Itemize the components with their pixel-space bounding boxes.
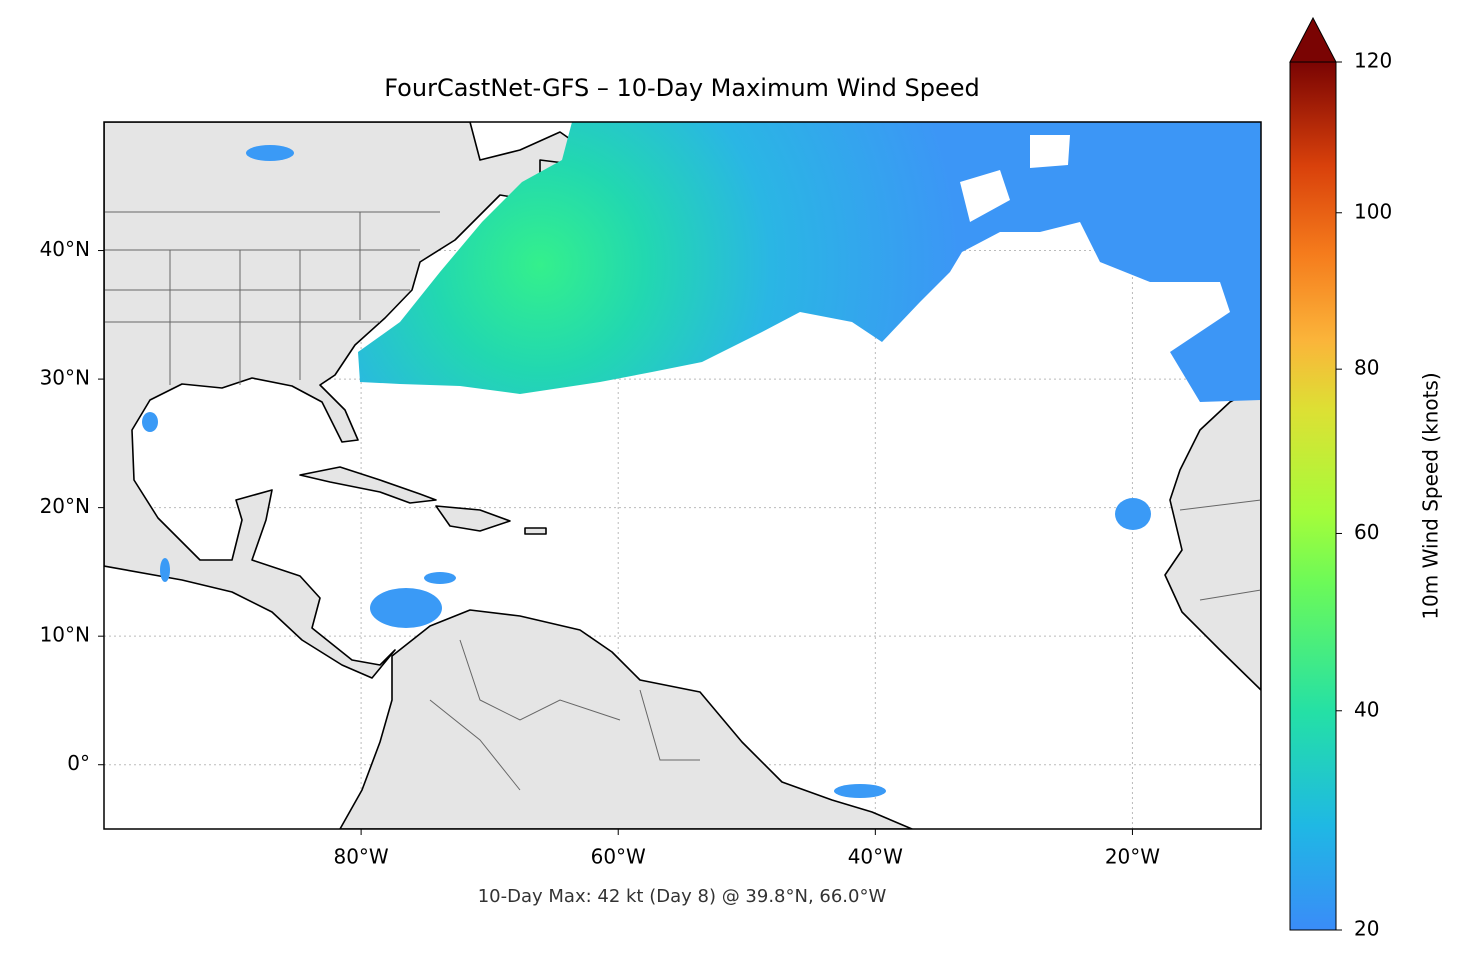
x-tick-label: 80°W (333, 845, 388, 869)
wind-blob (142, 412, 158, 432)
wind-blob (160, 558, 170, 582)
colorbar-label: 10m Wind Speed (knots) (1419, 372, 1443, 619)
y-tick-label: 0° (67, 751, 90, 775)
wind-gap (960, 135, 1070, 222)
wind-blob (246, 145, 294, 161)
y-tick-label: 20°N (40, 494, 90, 518)
annotation: 10-Day Max: 42 kt (Day 8) @ 39.8°N, 66.0… (478, 886, 887, 907)
x-tick-label: 60°W (591, 845, 646, 869)
colorbar-tick-label: 60 (1354, 520, 1379, 544)
colorbar-tick-label: 20 (1354, 917, 1379, 941)
colorbar-scale (1289, 61, 1337, 931)
land (104, 122, 601, 679)
colorbar: 20 40 60 80 100 120 10m Wind Speed (knots) (1289, 16, 1443, 941)
colorbar-tick-label: 120 (1354, 49, 1392, 73)
land (524, 527, 547, 535)
colorbar-tick-label: 80 (1354, 356, 1379, 380)
wind-blob (1115, 498, 1151, 530)
y-tick-label: 40°N (40, 237, 90, 261)
wind-blob (370, 588, 442, 628)
y-tick-label: 30°N (40, 366, 90, 390)
borders (104, 211, 1261, 791)
wind-field (358, 122, 1261, 402)
map (104, 122, 1261, 829)
land (339, 609, 913, 829)
plot-frame (103, 121, 1262, 830)
wind-blob (424, 572, 456, 584)
y-tick-label: 10°N (40, 623, 90, 647)
colorbar-extend (1289, 16, 1337, 63)
land (435, 505, 511, 532)
land (299, 466, 437, 504)
colorbar-tick-label: 40 (1354, 697, 1379, 721)
wind-blob (834, 784, 886, 798)
chart-title: FourCastNet-GFS – 10-Day Maximum Wind Sp… (384, 74, 980, 102)
land (1164, 384, 1261, 691)
colorbar-tick-label: 100 (1354, 199, 1392, 223)
x-tick-label: 20°W (1105, 845, 1160, 869)
x-tick-label: 40°W (848, 845, 903, 869)
